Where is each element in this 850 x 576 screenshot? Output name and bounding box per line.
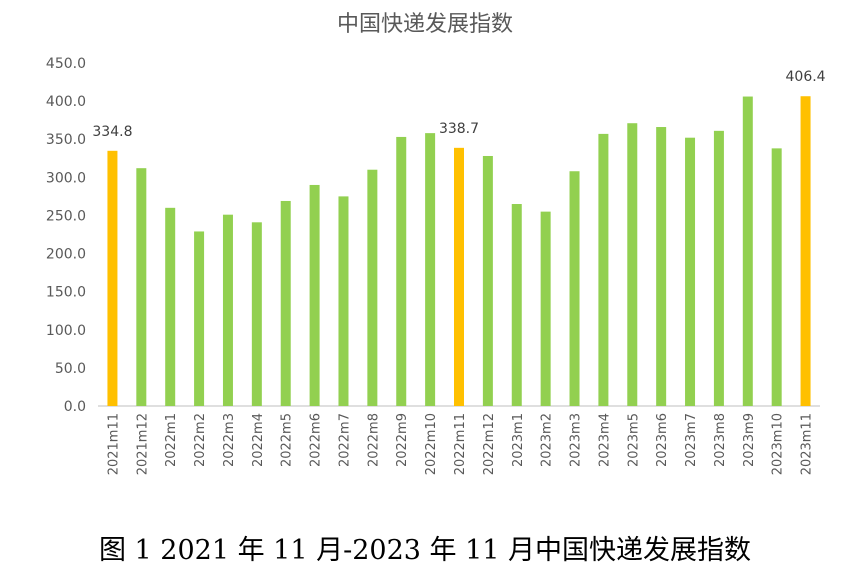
x-tick-label: 2023m6 bbox=[655, 413, 670, 467]
y-tick-label: 250.0 bbox=[46, 208, 86, 224]
bar-highlight bbox=[454, 147, 464, 406]
bar bbox=[569, 171, 580, 406]
data-labels: 334.8 338.7 406.4 bbox=[92, 69, 825, 140]
bar bbox=[482, 155, 493, 406]
y-tick-label: 150.0 bbox=[46, 285, 86, 301]
x-tick-label: 2022m2 bbox=[193, 413, 208, 467]
x-tick-label: 2023m7 bbox=[684, 413, 699, 467]
bar bbox=[194, 231, 205, 406]
bar bbox=[367, 169, 378, 406]
bar bbox=[771, 148, 782, 406]
data-label: 406.4 bbox=[786, 69, 826, 85]
bar bbox=[713, 130, 724, 407]
bars bbox=[107, 96, 811, 407]
bar bbox=[511, 204, 522, 406]
x-tick-label: 2022m8 bbox=[366, 413, 381, 467]
x-tick-label: 2022m10 bbox=[424, 413, 439, 475]
y-tick-label: 300.0 bbox=[46, 170, 86, 186]
x-tick-label: 2023m9 bbox=[742, 413, 757, 467]
y-tick-label: 0.0 bbox=[64, 399, 86, 415]
x-tick-label: 2021m12 bbox=[135, 413, 150, 475]
figure-caption: 图 1 2021 年 11 月-2023 年 11 月中国快递发展指数 bbox=[98, 535, 752, 566]
y-tick-label: 100.0 bbox=[46, 323, 86, 339]
x-tick-label: 2023m1 bbox=[511, 413, 526, 467]
bar bbox=[425, 133, 436, 406]
bar bbox=[136, 168, 147, 406]
x-tick-label: 2022m12 bbox=[482, 413, 497, 475]
bar bbox=[396, 136, 407, 407]
x-tick-label: 2023m10 bbox=[771, 413, 786, 475]
y-tick-label: 50.0 bbox=[55, 361, 86, 377]
bar bbox=[222, 214, 233, 406]
bar bbox=[251, 222, 262, 406]
bar bbox=[598, 133, 609, 407]
bar bbox=[309, 184, 320, 406]
bar bbox=[165, 207, 176, 406]
bar bbox=[742, 96, 753, 406]
y-tick-label: 350.0 bbox=[46, 132, 86, 148]
y-tick-label: 200.0 bbox=[46, 247, 86, 263]
x-tick-label: 2023m5 bbox=[626, 413, 641, 467]
data-label: 338.7 bbox=[439, 121, 479, 137]
x-tick-label: 2022m3 bbox=[222, 413, 237, 467]
x-tick-label: 2022m6 bbox=[309, 413, 324, 467]
x-tick-label: 2022m11 bbox=[453, 413, 468, 475]
x-tick-label: 2023m11 bbox=[800, 413, 815, 475]
bar bbox=[627, 123, 638, 407]
x-axis: 2021m11 2021m12 2022m1 2022m2 2022m3 2022m4 20… bbox=[98, 405, 820, 475]
x-tick-label: 2022m4 bbox=[251, 413, 266, 467]
x-tick-label: 2023m2 bbox=[540, 413, 555, 467]
x-tick-label: 2023m3 bbox=[569, 413, 584, 467]
x-tick-label: 2023m4 bbox=[597, 413, 612, 467]
data-label: 334.8 bbox=[92, 124, 132, 140]
y-tick-label: 450.0 bbox=[46, 56, 86, 72]
x-tick-label: 2022m7 bbox=[337, 413, 352, 467]
bar-chart: 0.0 50.0 100.0 150.0 200.0 250.0 300.0 350.0 400… bbox=[46, 56, 826, 475]
bar bbox=[685, 137, 696, 406]
bar bbox=[280, 200, 291, 406]
y-tick-label: 400.0 bbox=[46, 94, 86, 110]
bar bbox=[338, 196, 349, 406]
x-tick-label: 2021m11 bbox=[106, 413, 121, 475]
x-tick-label: 2022m9 bbox=[395, 413, 410, 467]
x-tick-label: 2022m1 bbox=[164, 413, 179, 467]
bar bbox=[540, 211, 551, 406]
bar-highlight bbox=[800, 96, 811, 407]
chart-title: 中国快递发展指数 bbox=[336, 12, 513, 37]
y-axis: 0.0 50.0 100.0 150.0 200.0 250.0 300.0 350.0 400… bbox=[46, 56, 86, 415]
x-tick-label: 2022m5 bbox=[280, 413, 295, 467]
bar-highlight bbox=[107, 150, 118, 406]
x-tick-label: 2023m8 bbox=[713, 413, 728, 467]
bar bbox=[656, 127, 667, 406]
